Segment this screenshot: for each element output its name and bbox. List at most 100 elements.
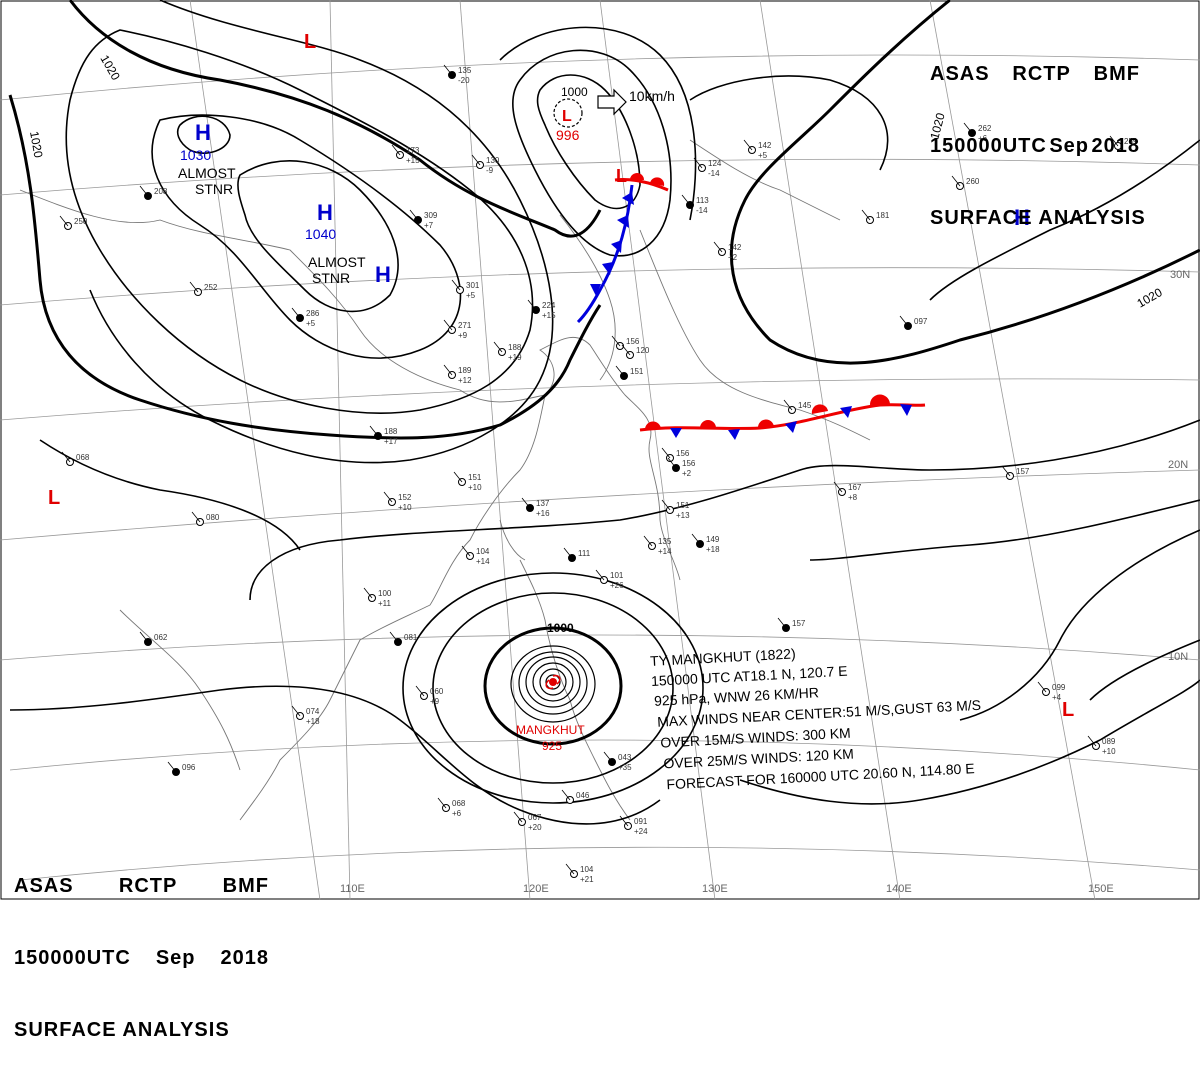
- station-plot: 113-14: [681, 194, 709, 215]
- wind-barb-icon: [443, 364, 453, 376]
- wind-barb-icon: [693, 157, 703, 169]
- graticule-labels: 110E 120E 130E 140E 150E 30N 20N 10N: [340, 269, 1190, 895]
- wind-barb-icon: [783, 399, 793, 411]
- header-month: Sep: [155, 947, 196, 969]
- wind-barb-icon: [389, 631, 399, 643]
- isobar-label: 1020: [97, 53, 123, 83]
- station-tendency: +6: [978, 134, 988, 143]
- station-plot: 301+5: [451, 279, 480, 300]
- station-pressure: 100: [378, 589, 392, 598]
- isobar: [518, 651, 588, 715]
- lat-label-20n: 20N: [1168, 459, 1188, 471]
- korea-coast: [559, 214, 616, 381]
- longitude-line: [459, 0, 531, 901]
- station-pressure: 096: [182, 763, 196, 772]
- wind-barb-icon: [595, 569, 605, 581]
- weather-chart: 110E 120E 130E 140E 150E 30N 20N 10N 102…: [0, 0, 1200, 1041]
- front-semicircle: [644, 421, 661, 430]
- station-plot: 156+2: [667, 457, 696, 478]
- wind-barb-icon: [471, 154, 481, 166]
- station-pressure: 111: [578, 549, 591, 558]
- high-symbol: H: [195, 120, 211, 145]
- latitude-lines: [0, 54, 1200, 881]
- station-pressure: 089: [1102, 737, 1116, 746]
- latitude-line: [0, 634, 1200, 661]
- header-center: RCTP: [118, 875, 178, 897]
- wind-barb-icon: [621, 344, 631, 356]
- station-tendency: +18: [706, 545, 720, 554]
- station-plot: 081: [389, 631, 418, 646]
- station-tendency: +14: [476, 557, 490, 566]
- wind-barb-icon: [61, 451, 71, 463]
- station-pressure: 157: [792, 619, 806, 628]
- isobar: [1089, 639, 1200, 701]
- coastlines: [19, 139, 871, 821]
- station-pressure: 080: [206, 513, 220, 522]
- station-pressure: 060: [430, 687, 444, 696]
- front-triangle: [840, 406, 852, 418]
- station-plot: 224+15: [527, 299, 556, 320]
- header-line-1: ASAS RCTP BMF: [930, 62, 1140, 86]
- low-symbol: L: [616, 166, 627, 186]
- wind-barb-icon: [565, 863, 575, 875]
- station-plot: 046: [561, 789, 590, 804]
- station-plot: 286+5: [291, 307, 320, 328]
- station-tendency: +9: [430, 697, 440, 706]
- station-plot: 097: [899, 315, 928, 330]
- station-plot: 101+26: [595, 569, 624, 590]
- isobar: [499, 26, 697, 221]
- cold-front-line: [576, 184, 634, 324]
- station-pressure: 167: [848, 483, 862, 492]
- header-time: 150000UTC: [930, 135, 1047, 157]
- lon-label-110e: 110E: [340, 883, 365, 895]
- station-plot: 091+24: [619, 815, 648, 836]
- isobar: [510, 645, 596, 723]
- station-plot: 142+2: [713, 241, 742, 262]
- station-tendency: +15: [406, 156, 420, 165]
- wind-barb-icon: [363, 587, 373, 599]
- station-plot: 080: [191, 511, 220, 526]
- station-plot: 099+4: [1037, 681, 1066, 702]
- front-semicircle: [700, 420, 716, 428]
- station-tendency: +5: [466, 291, 476, 300]
- longitude-line: [329, 0, 351, 901]
- station-tendency: +18: [306, 717, 320, 726]
- warm-front-semicircle: [650, 177, 665, 186]
- latitude-line: [0, 158, 1200, 196]
- station-tendency: +16: [536, 509, 550, 518]
- station-plot: 271+9: [443, 319, 472, 340]
- station-plot: 124-14: [693, 157, 722, 178]
- cold-front-triangle: [611, 240, 622, 253]
- mainland-coast: [19, 189, 681, 821]
- wind-barb-icon: [291, 705, 301, 717]
- station-pressure: 181: [876, 211, 890, 220]
- header-product: BMF: [222, 875, 269, 897]
- wind-barb-icon: [443, 64, 453, 76]
- wind-barb-icon: [437, 797, 447, 809]
- high-symbol: H: [375, 262, 391, 287]
- station-tendency: +15: [542, 311, 556, 320]
- header-top-right: ASAS RCTP BMF 150000UTC Sep 2018 SURFACE…: [930, 14, 1145, 254]
- wind-barb-icon: [139, 631, 149, 643]
- station-plot: 130-9: [471, 154, 500, 175]
- high-motion-label: STNR: [195, 181, 233, 197]
- station-pressure: 208: [154, 187, 168, 196]
- front-triangle: [728, 429, 740, 440]
- station-plot: 151: [615, 365, 644, 380]
- station-pressure: 124: [708, 159, 722, 168]
- wind-barb-icon: [861, 209, 871, 221]
- station-tendency: +2: [728, 253, 738, 262]
- bulletin-line: 925 hPa, WNW 26 KM/HR: [654, 684, 820, 709]
- wind-barb-icon: [713, 241, 723, 253]
- longitude-line: [759, 0, 901, 901]
- low-position-circle: [553, 98, 583, 128]
- latitude-line: [0, 54, 1200, 101]
- low-pressure-value: 996: [556, 127, 580, 143]
- header-line-2: 150000UTC Sep 2018: [930, 134, 1140, 158]
- lon-label-150e: 150E: [1088, 883, 1114, 895]
- header-line-3: SURFACE ANALYSIS: [14, 1019, 230, 1041]
- station-pressure: 188: [384, 427, 398, 436]
- station-pressure: 099: [1052, 683, 1066, 692]
- latitude-line: [0, 267, 1200, 306]
- station-plot: 189+12: [443, 364, 472, 385]
